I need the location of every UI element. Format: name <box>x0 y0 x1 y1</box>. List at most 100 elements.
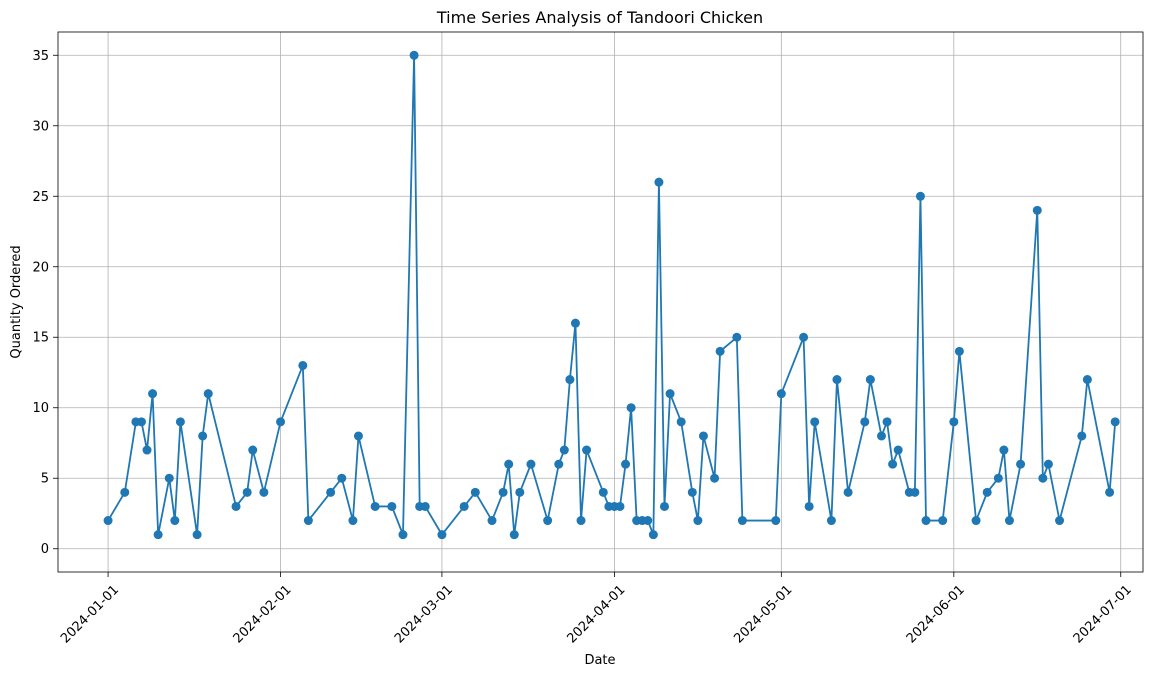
data-point <box>164 473 174 483</box>
data-point <box>259 487 269 497</box>
x-tick-label: 2024-02-01 <box>231 582 295 646</box>
data-point <box>715 346 725 356</box>
data-point <box>799 332 809 342</box>
data-point <box>832 375 842 385</box>
data-point <box>643 516 653 526</box>
data-point <box>804 501 814 511</box>
ticks: 2024-01-01 2024-02-01 2024-03-01 2024-04-01… <box>32 49 1134 647</box>
data-point <box>1016 459 1026 469</box>
series-line <box>107 54 1117 536</box>
plot-frame <box>57 31 1144 573</box>
data-point <box>1043 459 1053 469</box>
data-point <box>971 516 981 526</box>
data-point <box>665 389 675 399</box>
x-tick-label: 2024-01-01 <box>58 582 122 646</box>
data-point <box>1032 205 1042 215</box>
data-point <box>1082 375 1092 385</box>
data-point <box>103 516 113 526</box>
data-point <box>231 501 241 511</box>
data-point <box>1038 473 1048 483</box>
data-point <box>826 516 836 526</box>
x-axis-label: Date <box>584 653 615 668</box>
data-point <box>509 530 519 540</box>
data-point <box>175 417 185 427</box>
data-point <box>142 445 152 455</box>
data-point <box>910 487 920 497</box>
data-point <box>198 431 208 441</box>
data-point <box>353 431 363 441</box>
y-tick-label: 35 <box>32 49 49 64</box>
data-point <box>648 530 658 540</box>
data-point <box>120 487 130 497</box>
data-point <box>420 501 430 511</box>
y-tick-label: 25 <box>32 190 49 205</box>
grid <box>58 32 1143 572</box>
y-axis-label: Quantity Ordered <box>9 245 24 358</box>
data-point <box>370 501 380 511</box>
data-point <box>999 445 1009 455</box>
data-point <box>504 459 514 469</box>
data-point <box>242 487 252 497</box>
data-point <box>954 346 964 356</box>
data-point <box>387 501 397 511</box>
data-point <box>554 459 564 469</box>
data-point <box>893 445 903 455</box>
y-tick-label: 5 <box>41 472 49 487</box>
data-point <box>737 516 747 526</box>
data-point <box>570 318 580 328</box>
data-point <box>487 516 497 526</box>
data-point <box>676 417 686 427</box>
data-point <box>888 459 898 469</box>
data-point <box>710 473 720 483</box>
data-point <box>203 389 213 399</box>
data-point <box>860 417 870 427</box>
data-point <box>1004 516 1014 526</box>
data-point <box>626 403 636 413</box>
data-point <box>170 516 180 526</box>
data-point <box>565 375 575 385</box>
data-point <box>559 445 569 455</box>
data-point <box>915 191 925 201</box>
data-point <box>1055 516 1065 526</box>
x-tick-label: 2024-06-01 <box>904 582 968 646</box>
x-tick-label: 2024-03-01 <box>392 582 456 646</box>
data-point <box>993 473 1003 483</box>
data-point <box>298 360 308 370</box>
data-point <box>687 487 697 497</box>
data-point <box>192 530 202 540</box>
data-point <box>576 516 586 526</box>
series <box>103 50 1120 540</box>
data-point <box>982 487 992 497</box>
y-tick-label: 10 <box>32 401 49 416</box>
data-point <box>276 417 286 427</box>
data-point <box>1110 417 1120 427</box>
data-point <box>543 516 553 526</box>
data-point <box>732 332 742 342</box>
data-point <box>865 375 875 385</box>
data-point <box>398 530 408 540</box>
y-tick-label: 0 <box>41 542 49 557</box>
data-point <box>949 417 959 427</box>
data-point <box>598 487 608 497</box>
data-point <box>698 431 708 441</box>
data-point <box>882 417 892 427</box>
data-point <box>498 487 508 497</box>
data-point <box>771 516 781 526</box>
x-tick-label: 2024-05-01 <box>731 582 795 646</box>
data-point <box>876 431 886 441</box>
data-point <box>148 389 158 399</box>
data-point <box>326 487 336 497</box>
data-point <box>136 417 146 427</box>
data-point <box>615 501 625 511</box>
data-point <box>437 530 447 540</box>
x-tick-label: 2024-07-01 <box>1071 582 1135 646</box>
data-point <box>776 389 786 399</box>
chart-title: Time Series Analysis of Tandoori Chicken <box>436 8 763 27</box>
data-point <box>153 530 163 540</box>
data-point <box>1105 487 1115 497</box>
data-point <box>654 177 664 187</box>
data-point <box>409 50 419 60</box>
axes <box>57 31 1144 573</box>
data-point <box>303 516 313 526</box>
